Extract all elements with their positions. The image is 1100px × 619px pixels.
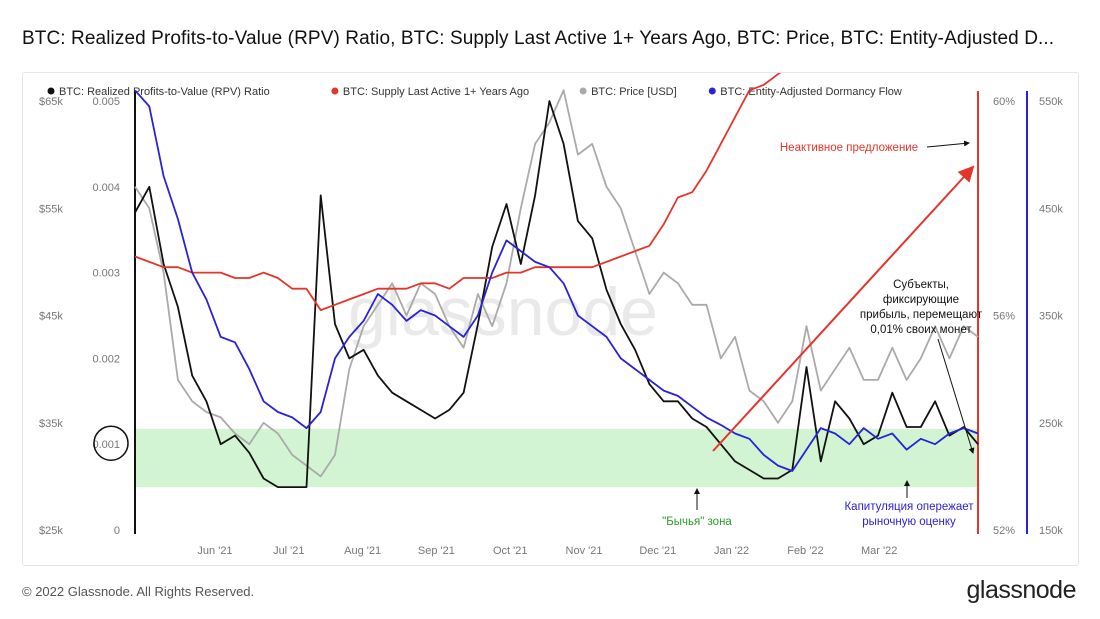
rpv-tick-label: 0.004 [92, 182, 120, 194]
x-tick-label: Jun '21 [197, 545, 232, 557]
annotation-entities-pointer [937, 338, 975, 454]
rpv-tick-label: 0.003 [92, 268, 120, 280]
annotation-capitulation-2: рыночную оценку [862, 516, 956, 528]
watermark: glassnode [348, 274, 658, 350]
rpv-tick-label: 0.001 [92, 439, 120, 451]
supply-tick-label: 60% [993, 96, 1015, 108]
footer-logo: glassnode [966, 576, 1077, 604]
legend-dot-2 [579, 87, 587, 95]
legend-dot-0 [47, 87, 55, 95]
price-tick-label: $45k [39, 311, 63, 323]
x-tick-label: Jul '21 [273, 545, 304, 557]
price-tick-label: $35k [39, 418, 63, 430]
price-tick-label: $55k [39, 203, 63, 215]
dormancy-tick-label: 150k [1039, 525, 1063, 537]
annotation-inactive-supply-pointer [926, 140, 970, 148]
rpv-tick-label: 0.005 [92, 96, 120, 108]
rpv-line [134, 100, 979, 489]
annotation-entities-4: 0,01% своих монет [870, 324, 972, 336]
dormancy-line [134, 89, 979, 472]
inactive-supply-arrow [712, 165, 975, 452]
price-line [134, 89, 979, 478]
price-tick-label: $65k [39, 96, 63, 108]
x-tick-label: Feb '22 [787, 545, 823, 557]
x-tick-label: Dec '21 [639, 545, 676, 557]
x-tick-label: Aug '21 [344, 545, 381, 557]
price-tick-label: $25k [39, 525, 63, 537]
annotation-entities-1: Субъекты, [893, 279, 949, 291]
legend-dot-3 [708, 87, 716, 95]
x-tick-label: Sep '21 [418, 545, 455, 557]
annotations: Неактивное предложение Субъекты, фиксирующ… [662, 140, 983, 528]
dormancy-tick-label: 450k [1039, 203, 1063, 215]
legend-label-3: BTC: Entity-Adjusted Dormancy Flow [720, 86, 902, 98]
supply-tick-label: 52% [993, 525, 1015, 537]
footer-copyright: © 2022 Glassnode. All Rights Reserved. [22, 584, 255, 599]
annotation-bull-zone: "Бычья" зона [662, 516, 732, 528]
axes: $65k $55k $45k $35k $25k 0.005 0.004 0.003 0.002… [39, 91, 1063, 557]
annotation-entities-2: фиксирующие [883, 294, 959, 306]
x-tick-label: Jan '22 [714, 545, 749, 557]
supply-line [134, 0, 836, 312]
rpv-0001-highlight [93, 425, 129, 461]
dormancy-tick-label: 350k [1039, 311, 1063, 323]
x-tick-label: Nov '21 [566, 545, 603, 557]
chart-title: BTC: Realized Profits-to-Value (RPV) Rat… [22, 28, 1055, 49]
legend: BTC: Realized Profits-to-Value (RPV) Rat… [47, 86, 902, 98]
supply-tick-label: 56% [993, 311, 1015, 323]
rpv-tick-label: 0.002 [92, 353, 120, 365]
legend-dot-1 [331, 87, 339, 95]
rpv-tick-label: 0 [114, 525, 120, 537]
legend-label-2: BTC: Price [USD] [591, 86, 677, 98]
x-tick-label: Oct '21 [493, 545, 528, 557]
x-tick-label: Mar '22 [861, 545, 897, 557]
chart-panel: BTC: Realized Profits-to-Value (RPV) Rat… [22, 0, 1079, 566]
series-lines [134, 0, 979, 489]
legend-label-0: BTC: Realized Profits-to-Value (RPV) Rat… [59, 86, 270, 98]
dormancy-tick-label: 250k [1039, 418, 1063, 430]
legend-label-1: BTC: Supply Last Active 1+ Years Ago [343, 86, 529, 98]
chart-svg: BTC: Realized Profits-to-Value (RPV) Rat… [39, 0, 1063, 557]
bull-zone [135, 428, 978, 488]
annotation-entities-3: прибыль, перемещают [860, 309, 983, 321]
annotation-capitulation-1: Капитуляция опережает [844, 501, 974, 513]
annotation-inactive-supply: Неактивное предложение [780, 142, 918, 154]
dormancy-tick-label: 550k [1039, 96, 1063, 108]
